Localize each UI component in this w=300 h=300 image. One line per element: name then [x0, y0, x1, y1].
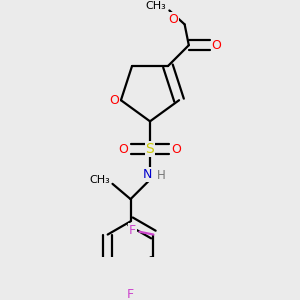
- Text: O: O: [168, 13, 178, 26]
- Text: S: S: [146, 142, 154, 156]
- Text: N: N: [143, 168, 152, 181]
- Text: H: H: [157, 169, 166, 182]
- Text: CH₃: CH₃: [89, 175, 110, 185]
- Text: O: O: [172, 142, 181, 156]
- Text: O: O: [212, 39, 221, 52]
- Text: CH₃: CH₃: [146, 1, 166, 11]
- Text: F: F: [127, 289, 134, 300]
- Text: F: F: [129, 224, 136, 237]
- Text: O: O: [119, 142, 128, 156]
- Text: O: O: [109, 94, 119, 107]
